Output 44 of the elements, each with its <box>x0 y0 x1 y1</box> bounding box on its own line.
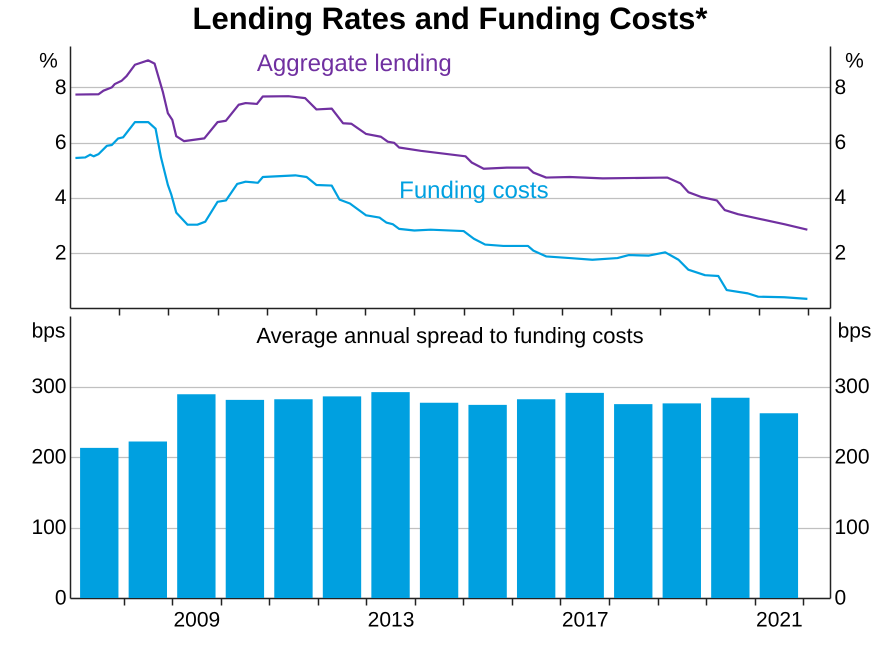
y-axis-title: bps <box>32 320 66 342</box>
bar <box>760 413 798 598</box>
y-tick-label: 300 <box>31 375 66 398</box>
y-tick-label: 4 <box>54 186 67 210</box>
bar <box>177 394 216 598</box>
bar <box>566 392 604 598</box>
y2-tick-label: 0 <box>834 586 846 610</box>
bar <box>80 448 118 598</box>
bar <box>371 392 410 598</box>
y2-tick-label: 8 <box>834 76 846 99</box>
chart-title: Lending Rates and Funding Costs* <box>192 1 708 36</box>
x-tick-label: 2009 <box>174 608 220 632</box>
bar <box>662 403 701 598</box>
y2-tick-label: 4 <box>834 186 846 210</box>
series-label: Funding costs <box>399 176 549 204</box>
bar <box>711 398 750 598</box>
bar <box>274 399 313 598</box>
bar <box>420 402 458 598</box>
y2-tick-label: 200 <box>834 446 870 468</box>
bar <box>468 404 507 598</box>
bar <box>614 404 652 598</box>
series-label: Aggregate lending <box>256 50 452 77</box>
x-tick-label: 2021 <box>756 608 803 632</box>
x-tick-label: 2013 <box>368 608 414 632</box>
y-tick-label: 0 <box>54 586 66 610</box>
line-series <box>74 121 808 300</box>
y-tick-label: 200 <box>31 446 66 468</box>
x-tick-label: 2017 <box>562 608 609 632</box>
y-tick-label: 6 <box>54 131 66 154</box>
y2-axis-title: bps <box>838 320 872 342</box>
y-tick-label: 2 <box>54 241 66 264</box>
chart-title: Average annual spread to funding costs <box>256 323 644 348</box>
y-tick-label: 8 <box>54 76 66 99</box>
y2-tick-label: 6 <box>834 131 846 154</box>
y-axis-title: % <box>39 50 58 72</box>
bar <box>226 400 264 598</box>
y-tick-label: 100 <box>31 516 66 539</box>
y2-tick-label: 2 <box>834 241 846 264</box>
bar <box>128 441 167 598</box>
bar <box>322 396 362 598</box>
y2-tick-label: 100 <box>834 516 870 539</box>
bar <box>516 399 556 598</box>
y2-axis-title: % <box>845 50 864 72</box>
y2-tick-label: 300 <box>834 375 870 398</box>
